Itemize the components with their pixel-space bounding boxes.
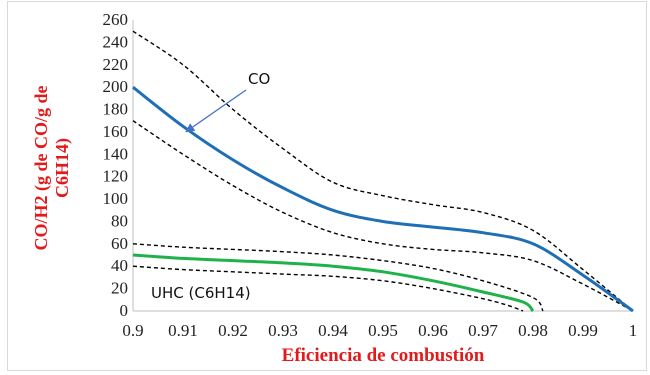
- confidence-bound-line: [132, 30, 634, 312]
- y-tick-label: 200: [103, 77, 129, 96]
- confidence-bound-line: [132, 265, 524, 312]
- y-tick-label: 160: [103, 122, 129, 141]
- annotation-co-arrow: [185, 89, 247, 133]
- annotation-layer: CO UHC (C6H14): [151, 70, 270, 302]
- x-tick-label: 0.92: [218, 321, 248, 340]
- confidence-bound-line: [132, 243, 544, 312]
- y-tick-label: 240: [103, 32, 129, 51]
- x-tick-label: 0.98: [518, 321, 548, 340]
- x-tick-label: 0.96: [418, 321, 448, 340]
- y-tick-label: 60: [111, 234, 128, 253]
- x-tick-label: 0.97: [468, 321, 498, 340]
- x-axis-title: Eficiencia de combustión: [282, 345, 485, 366]
- y-tick-label: 0: [120, 301, 129, 320]
- series-line-uhc: [132, 253, 535, 313]
- y-axis-title-line-1: CO/H2 (g de CO/g de: [31, 85, 52, 250]
- x-tick-label: 0.91: [168, 321, 198, 340]
- x-tick-label: 0.99: [568, 321, 598, 340]
- annotation-uhc-label: UHC (C6H14): [151, 284, 251, 302]
- chart-area: [7, 1, 647, 371]
- axes: 0 20 40 60 80 100 120 140 160 180 200 220 240 260 0.9 0…: [103, 10, 638, 340]
- y-axis-title-line-2: C6H14): [52, 138, 73, 198]
- y-tick-label: 40: [111, 256, 128, 275]
- annotation-co-label: CO: [248, 70, 270, 88]
- y-tick-label: 180: [103, 100, 129, 119]
- series-line-co: [132, 86, 634, 313]
- y-tick-label: 220: [103, 55, 129, 74]
- y-tick-label: 140: [103, 144, 129, 163]
- y-tick-label: 120: [103, 167, 129, 186]
- x-tick-label: 0.9: [122, 321, 143, 340]
- y-tick-label: 80: [111, 211, 128, 230]
- x-tick-label: 0.95: [368, 321, 398, 340]
- y-tick-label: 20: [111, 279, 128, 298]
- y-tick-label: 260: [103, 10, 129, 29]
- confidence-bound-line: [132, 120, 634, 312]
- x-tick-label: 1: [629, 321, 638, 340]
- x-tick-label: 0.93: [268, 321, 298, 340]
- series-layer: [132, 30, 634, 313]
- x-tick-label: 0.94: [318, 321, 348, 340]
- y-tick-label: 100: [103, 189, 129, 208]
